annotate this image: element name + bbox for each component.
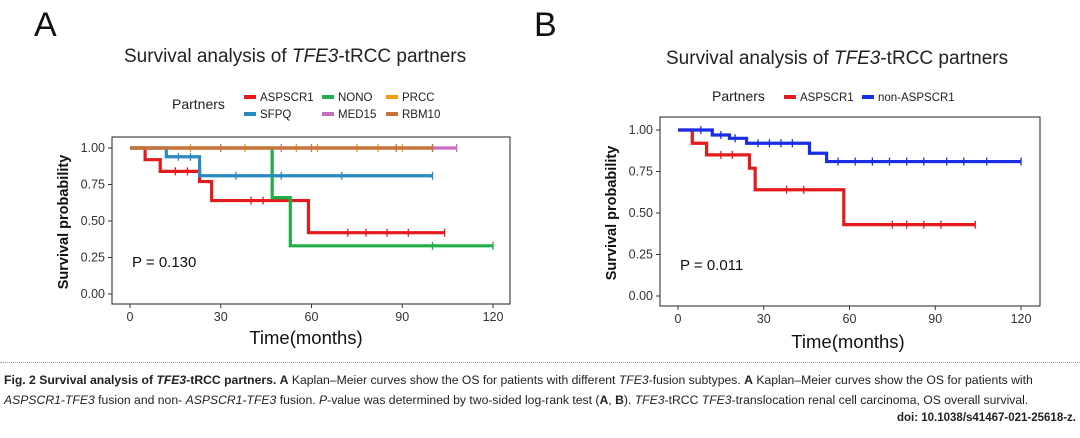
caption-gene: ASPSCR1-TFE3 bbox=[185, 393, 277, 407]
panel-b-title-gene: TFE3 bbox=[833, 48, 881, 69]
caption-text: -value was determined by two-sided log-r… bbox=[327, 393, 600, 407]
panel-a-legend-label-med15: MED15 bbox=[338, 109, 376, 121]
panel-b-y-tick-label: 0.75 bbox=[629, 165, 653, 179]
panel-b-title: Survival analysis of TFE3-tRCC partners bbox=[666, 48, 1008, 70]
caption-gene: TFE3 bbox=[634, 393, 665, 407]
panel-a-y-tick-label: 0.75 bbox=[81, 178, 105, 192]
panel-b-y-tick-label: 0.25 bbox=[629, 248, 653, 262]
panel-a-y-tick-label: 1.00 bbox=[81, 141, 105, 155]
panel-a-title-gene: TFE3 bbox=[291, 46, 339, 67]
panel-b-x-tick-label: 0 bbox=[675, 312, 682, 326]
panel-b-curve-aspscr1 bbox=[678, 128, 976, 227]
panel-a-x-tick-label: 30 bbox=[214, 310, 228, 324]
panel-a-legend-label-aspscr1: ASPSCR1 bbox=[260, 92, 314, 104]
panel-a-curve-aspscr1 bbox=[130, 146, 445, 235]
panel-b-x-tick-label: 60 bbox=[843, 312, 857, 326]
panel-a-legend-title: Partners bbox=[172, 96, 225, 112]
panel-a-legend-label-prcc: PRCC bbox=[402, 92, 435, 104]
panel-a-legend-label-rbm10: RBM10 bbox=[402, 109, 440, 121]
panel-a-title-suffix: -tRCC partners bbox=[338, 46, 467, 67]
panel-a-title-prefix: Survival analysis of bbox=[124, 46, 292, 67]
caption-text: , bbox=[608, 393, 616, 407]
figure-charts: 0.00 0.25 0.50 0.75 1.00 0 30 60 90 120 Time(month… bbox=[56, 88, 1041, 352]
panel-b-letter: B bbox=[534, 6, 557, 44]
panel-a-x-tick-label: 120 bbox=[483, 310, 504, 324]
panel-a-y-tick-label: 0.50 bbox=[81, 214, 105, 228]
caption-text: Kaplan–Meier curves show the OS for pati… bbox=[288, 373, 619, 387]
caption-p: P bbox=[319, 393, 328, 407]
caption-ref-a: A bbox=[744, 373, 753, 387]
panel-b-y-tick-label: 0.50 bbox=[629, 206, 653, 220]
panel-b-x-tick-label: 90 bbox=[928, 312, 942, 326]
caption-gene: ASPSCR1-TFE3 bbox=[4, 393, 95, 407]
panel-a-x-tick-label: 0 bbox=[127, 310, 134, 324]
panel-a-y-tick-label: 0.00 bbox=[81, 287, 105, 301]
caption-divider bbox=[0, 362, 1080, 363]
caption-gene: TFE3 bbox=[701, 393, 732, 407]
panel-a-plot-frame bbox=[111, 136, 511, 305]
caption-text: -fusion subtypes. bbox=[648, 373, 745, 387]
panel-a-legend-label-sfpq: SFPQ bbox=[260, 109, 291, 121]
caption-ref-a: A bbox=[279, 373, 289, 387]
panel-b-x-tick-label: 120 bbox=[1011, 312, 1032, 326]
panel-b-title-suffix: -tRCC partners bbox=[880, 48, 1009, 69]
panel-a-letter: A bbox=[34, 6, 57, 44]
panel-a-p-value-annotation: P = 0.130 bbox=[132, 254, 196, 271]
panel-b-legend-title: Partners bbox=[712, 88, 765, 104]
panel-a-y-tick-label: 0.25 bbox=[81, 251, 105, 265]
caption-text: ). bbox=[623, 393, 635, 407]
panel-a-y-axis-label: Survival probability bbox=[56, 155, 72, 290]
caption-text: Kaplan–Meier curves show the OS for pati… bbox=[752, 373, 1033, 387]
panel-b-x-axis-label: Time(months) bbox=[791, 331, 904, 352]
figure-caption: Fig. 2 Survival analysis of TFE3-tRCC pa… bbox=[4, 370, 1076, 410]
panel-a-x-axis-label: Time(months) bbox=[249, 327, 362, 348]
caption-text: -translocation renal cell carcinoma, OS … bbox=[731, 393, 1029, 407]
panel-b-p-value-annotation: P = 0.011 bbox=[680, 257, 743, 274]
panel-a-x-tick-label: 90 bbox=[395, 310, 409, 324]
panel-a-x-tick-label: 60 bbox=[305, 310, 319, 324]
panel-b-curve-non-aspscr1 bbox=[678, 128, 1021, 164]
panel-b-legend-label-non-aspscr1: non-ASPSCR1 bbox=[878, 92, 955, 104]
caption-fig-label: Fig. 2 Survival analysis of TFE3-tRCC pa… bbox=[4, 373, 277, 387]
panel-b-y-axis-label: Survival probability bbox=[604, 146, 620, 281]
caption-text: fusion and non- bbox=[94, 393, 186, 407]
panel-b-x-tick-label: 30 bbox=[757, 312, 771, 326]
panel-b-legend-label-aspscr1: ASPSCR1 bbox=[800, 92, 854, 104]
panel-a-title: Survival analysis of TFE3-tRCC partners bbox=[124, 46, 466, 68]
caption-doi[interactable]: doi: 10.1038/s41467-021-25618-z. bbox=[896, 412, 1076, 424]
panel-a-legend-label-nono: NONO bbox=[338, 92, 373, 104]
caption-text: fusion. bbox=[276, 393, 320, 407]
panel-b-title-prefix: Survival analysis of bbox=[666, 48, 834, 69]
caption-text: -tRCC bbox=[664, 393, 702, 407]
panel-b-y-tick-label: 1.00 bbox=[629, 123, 653, 137]
caption-gene: TFE3 bbox=[618, 373, 649, 387]
panel-b-plot-frame bbox=[659, 116, 1041, 307]
panel-b-y-tick-label: 0.00 bbox=[629, 289, 653, 303]
caption-ref-b: B bbox=[615, 393, 624, 407]
caption-ref-a: A bbox=[599, 393, 609, 407]
